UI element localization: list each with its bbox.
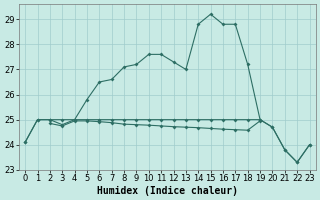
X-axis label: Humidex (Indice chaleur): Humidex (Indice chaleur) — [97, 186, 238, 196]
